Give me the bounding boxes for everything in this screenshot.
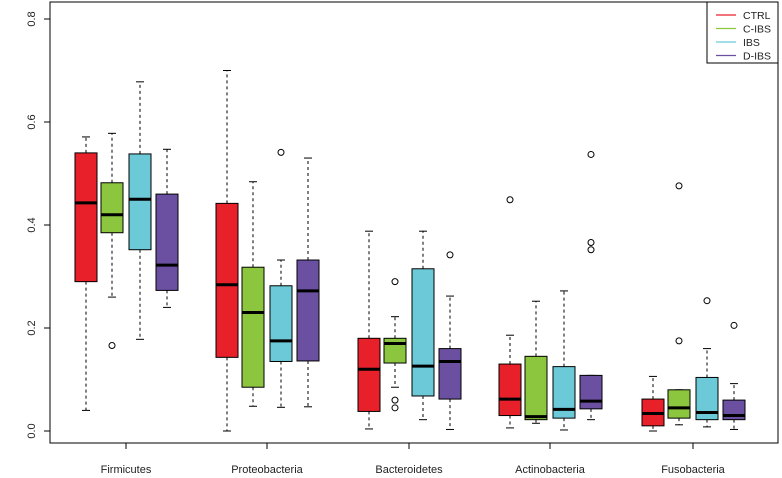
outlier-point-0	[277, 148, 285, 156]
box-ctrl-proteobacteria	[215, 70, 239, 432]
outlier-point-0	[730, 321, 738, 329]
box-iqr	[411, 268, 435, 397]
outlier-point-0	[506, 196, 514, 204]
x-tick-label-bacteroidetes: Bacteroidetes	[375, 464, 443, 476]
box-iqr	[100, 182, 124, 234]
box-iqr	[296, 259, 320, 362]
box-iqr	[155, 193, 179, 291]
box-iqr	[74, 152, 98, 283]
plot-frame	[49, 1, 779, 444]
box-ibs-bacteroidetes	[411, 230, 435, 421]
box-ctrl-fusobacteria	[641, 375, 665, 432]
box-d-ibs-bacteroidetes	[438, 251, 462, 430]
box-c-ibs-bacteroidetes	[383, 278, 407, 412]
x-tick-label-fusobacteria: Fusobacteria	[661, 464, 725, 476]
box-c-ibs-fusobacteria	[667, 182, 691, 426]
y-tick-label-2: 0.4	[26, 217, 38, 232]
box-iqr	[695, 376, 719, 421]
x-tick-label-firmicutes: Firmicutes	[101, 464, 152, 476]
box-ctrl-actinobacteria	[498, 196, 522, 429]
outlier-point-0	[108, 342, 116, 350]
outlier-point-2	[587, 246, 595, 254]
box-d-ibs-firmicutes	[155, 148, 179, 308]
outlier-point-0	[587, 150, 595, 158]
box-iqr	[128, 153, 152, 251]
y-tick-label-1: 0.2	[26, 320, 38, 335]
box-d-ibs-actinobacteria	[579, 150, 603, 421]
box-ctrl-bacteroidetes	[357, 230, 381, 430]
box-d-ibs-fusobacteria	[722, 321, 746, 430]
box-iqr	[241, 266, 265, 388]
box-iqr	[357, 337, 381, 412]
box-iqr	[498, 363, 522, 417]
y-tick-label-4: 0.8	[26, 11, 38, 26]
box-d-ibs-proteobacteria	[296, 157, 320, 408]
legend-label-ibs: IBS	[743, 37, 760, 49]
box-ibs-actinobacteria	[552, 290, 576, 431]
box-iqr	[215, 202, 239, 358]
y-tick-label-3: 0.6	[26, 114, 38, 129]
legend-label-d-ibs: D-IBS	[743, 51, 771, 63]
outlier-point-0	[446, 251, 454, 259]
legend-label-ctrl: CTRL	[743, 10, 771, 22]
box-c-ibs-firmicutes	[100, 132, 124, 350]
outlier-point-0	[703, 297, 711, 305]
box-iqr	[579, 374, 603, 410]
outlier-point-0	[391, 278, 399, 286]
outlier-point-1	[675, 337, 683, 345]
box-ibs-firmicutes	[128, 81, 152, 340]
x-tick-label-proteobacteria: Proteobacteria	[231, 464, 303, 476]
box-iqr	[269, 285, 293, 362]
box-iqr	[552, 366, 576, 419]
box-c-ibs-proteobacteria	[241, 181, 265, 407]
x-tick-label-actinobacteria: Actinobacteria	[515, 464, 586, 476]
outlier-point-1	[587, 239, 595, 247]
box-iqr	[667, 389, 691, 419]
box-iqr	[524, 355, 548, 421]
box-c-ibs-actinobacteria	[524, 300, 548, 424]
box-ibs-fusobacteria	[695, 297, 719, 428]
box-ctrl-firmicutes	[74, 136, 98, 411]
legend-box	[706, 1, 779, 64]
outlier-point-2	[391, 404, 399, 412]
y-tick-label-0: 0.0	[26, 423, 38, 438]
outlier-point-1	[391, 396, 399, 404]
box-ibs-proteobacteria	[269, 148, 293, 408]
box-iqr	[438, 348, 462, 400]
legend-label-c-ibs: C-IBS	[743, 24, 771, 36]
outlier-point-0	[675, 182, 683, 190]
